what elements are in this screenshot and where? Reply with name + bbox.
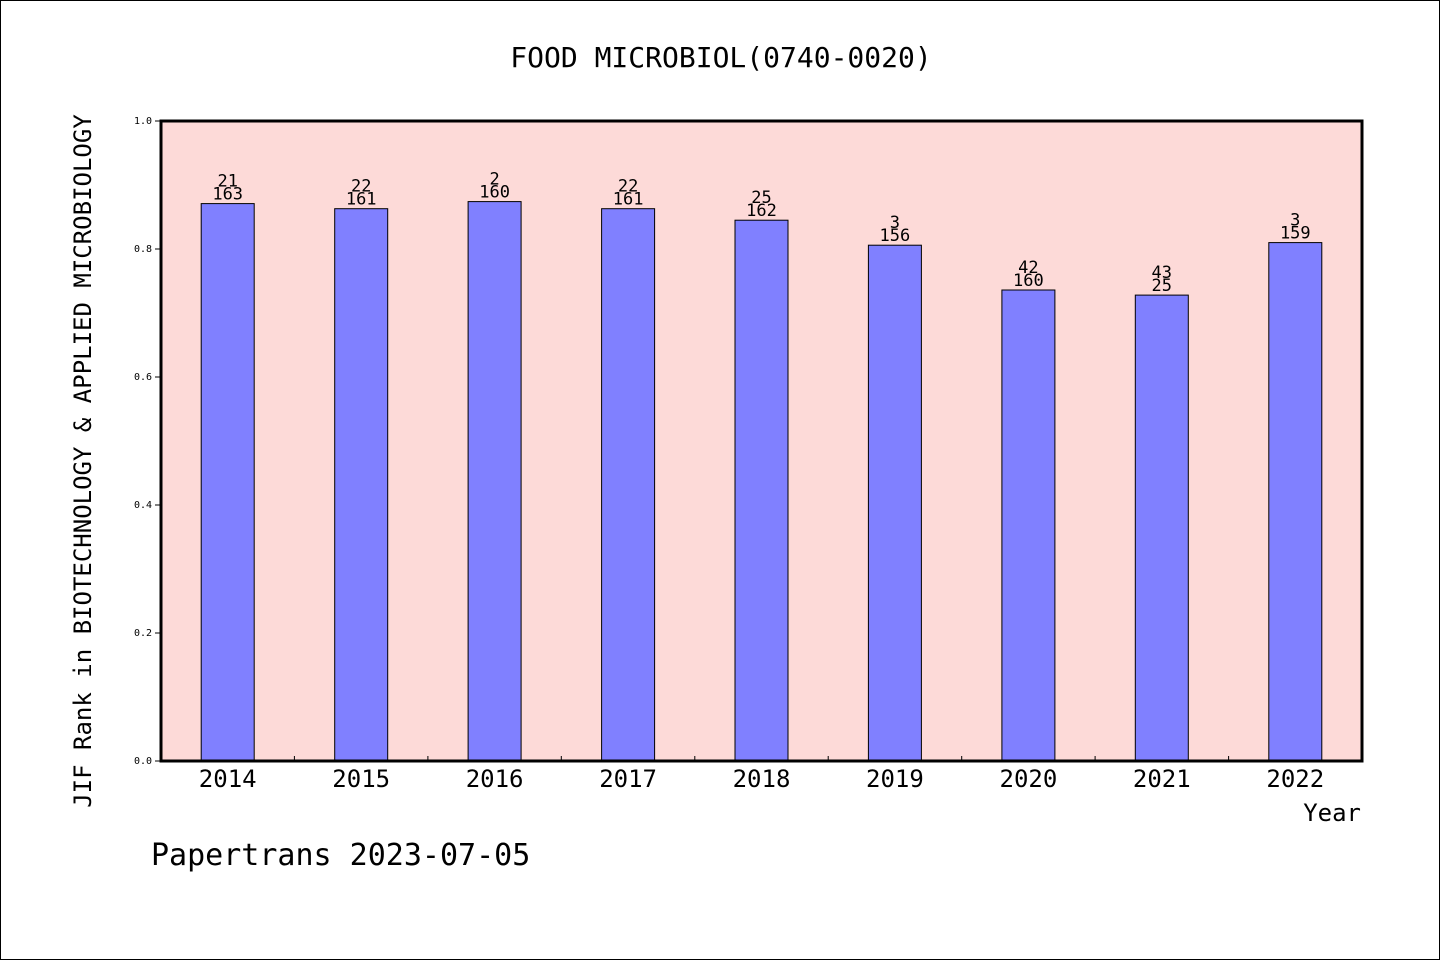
y-tick-label: 0.6 bbox=[134, 372, 152, 383]
y-tick-label: 0.4 bbox=[134, 500, 152, 511]
bar-label-bottom: 161 bbox=[346, 190, 377, 210]
bar-label-top: 2 bbox=[489, 170, 499, 190]
bar-2015 bbox=[334, 208, 389, 762]
bar-label-top: 22 bbox=[351, 177, 371, 197]
x-tick-label: 2020 bbox=[1000, 765, 1058, 793]
bar-2022 bbox=[1268, 242, 1323, 762]
x-tick-label: 2018 bbox=[733, 765, 791, 793]
x-tick-label: 2022 bbox=[1266, 765, 1324, 793]
bar-label-top: 3 bbox=[890, 213, 900, 233]
x-tick-label: 2015 bbox=[332, 765, 390, 793]
plot-border bbox=[159, 119, 1364, 763]
bar-label-bottom: 160 bbox=[479, 183, 510, 203]
bar-label-top: 3 bbox=[1290, 211, 1300, 231]
chart-title: FOOD MICROBIOL(0740-0020) bbox=[510, 41, 931, 74]
bar-label-bottom: 156 bbox=[880, 226, 911, 246]
x-tick-label: 2017 bbox=[599, 765, 657, 793]
bar-2014 bbox=[200, 203, 255, 762]
x-axis-label: Year bbox=[1303, 799, 1361, 827]
bar-2016 bbox=[467, 201, 522, 762]
axis-ticks: 2014 2015 2016 2017 2018 2019 2020 2021 2022 0.0 0… bbox=[134, 116, 1324, 793]
x-tick-label: 2021 bbox=[1133, 765, 1191, 793]
bar-label-bottom: 25 bbox=[1152, 276, 1172, 296]
y-tick-label: 0.2 bbox=[134, 628, 152, 639]
bar-label-bottom: 160 bbox=[1013, 271, 1044, 291]
y-tick-label: 0.0 bbox=[134, 756, 152, 767]
bar-label-top: 25 bbox=[751, 188, 771, 208]
y-axis-label: JIF Rank in BIOTECHNOLOGY & APPLIED MICR… bbox=[69, 114, 97, 808]
bar-label-bottom: 159 bbox=[1280, 224, 1311, 244]
bar-2019 bbox=[867, 244, 922, 762]
bar-label-top: 22 bbox=[618, 177, 638, 197]
x-tick-label: 2014 bbox=[199, 765, 257, 793]
bar-label-bottom: 161 bbox=[613, 190, 644, 210]
x-tick-label: 2019 bbox=[866, 765, 924, 793]
bar-label-top: 21 bbox=[217, 172, 237, 192]
x-tick-label: 2016 bbox=[466, 765, 524, 793]
watermark-text: Papertrans 2023-07-05 bbox=[151, 838, 530, 873]
bar-2020 bbox=[1001, 289, 1056, 762]
bar-label-top: 42 bbox=[1018, 258, 1038, 278]
bar-label-top: 43 bbox=[1152, 263, 1172, 283]
bar-2018 bbox=[734, 219, 789, 762]
bar-2017 bbox=[601, 208, 656, 762]
y-tick-label: 0.8 bbox=[134, 244, 152, 255]
bar-2021 bbox=[1134, 294, 1189, 762]
bar-label-bottom: 163 bbox=[212, 185, 243, 205]
y-tick-label: 1.0 bbox=[134, 116, 152, 127]
bar-label-bottom: 162 bbox=[746, 201, 777, 221]
